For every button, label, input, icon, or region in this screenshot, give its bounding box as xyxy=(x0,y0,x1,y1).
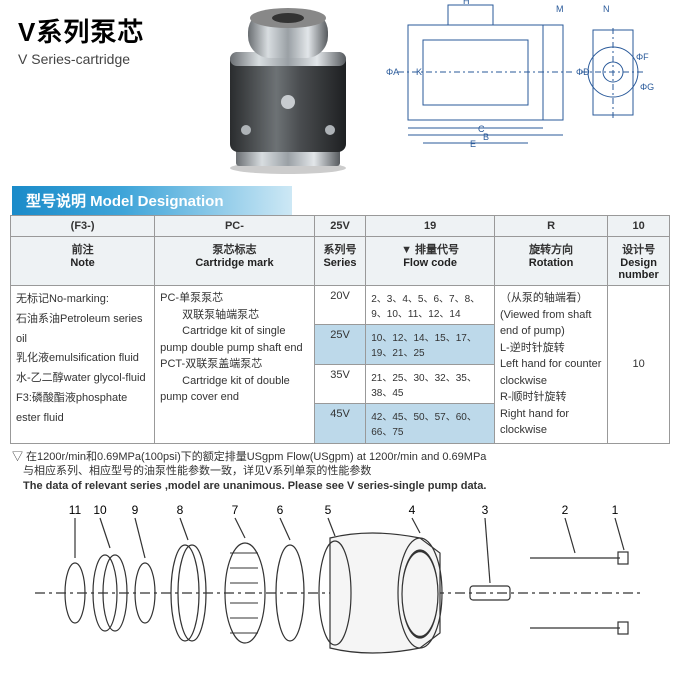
cell-series-0: 20V xyxy=(314,286,365,325)
cell-series-1: 25V xyxy=(314,325,365,364)
svg-text:6: 6 xyxy=(277,503,284,517)
section-banner: 型号说明 Model Designation xyxy=(12,186,292,215)
hdr-note: 前注Note xyxy=(11,237,155,286)
title-block: V系列泵芯 V Series-cartridge xyxy=(0,0,200,67)
cell-flow-3: 42、45、50、57、60、66、75 xyxy=(366,404,495,443)
footnote: ▽ 在1200r/min和0.69MPa(100psi)下的额定排量USgpm … xyxy=(12,450,668,495)
svg-text:8: 8 xyxy=(177,503,184,517)
title-en: V Series-cartridge xyxy=(18,51,200,67)
svg-text:H: H xyxy=(463,0,470,6)
svg-text:7: 7 xyxy=(232,503,239,517)
hdr-f3: (F3-) xyxy=(11,216,155,237)
hdr-25v: 25V xyxy=(314,216,365,237)
cell-design: 10 xyxy=(608,286,670,444)
svg-text:11: 11 xyxy=(69,503,82,517)
svg-text:1: 1 xyxy=(612,503,619,517)
cell-series-2: 35V xyxy=(314,364,365,403)
svg-text:2: 2 xyxy=(562,503,569,517)
hdr-flow: ▼ 排量代号Flow code xyxy=(366,237,495,286)
exploded-view: 11 10 9 8 7 6 5 4 3 2 1 xyxy=(20,498,660,678)
svg-text:ΦD: ΦD xyxy=(576,67,590,77)
footnote-l2: 与相应系列、相应型号的油泵性能参数一致，详见V系列单泵的性能参数 xyxy=(12,464,668,479)
hdr-r: R xyxy=(494,216,607,237)
hdr-mark: 泵芯标志Cartridge mark xyxy=(155,237,315,286)
svg-text:E: E xyxy=(470,139,476,149)
cell-mark: PC-单泵泵芯 双联泵轴端泵芯 Cartridge kit of single … xyxy=(155,286,315,444)
footnote-l1: ▽ 在1200r/min和0.69MPa(100psi)下的额定排量USgpm … xyxy=(12,450,668,465)
footnote-l3: The data of relevant series ,model are u… xyxy=(12,479,668,494)
hdr-series: 系列号Series xyxy=(314,237,365,286)
hdr-rot: 旋转方向Rotation xyxy=(494,237,607,286)
hdr-pc: PC- xyxy=(155,216,315,237)
svg-text:N: N xyxy=(603,4,610,14)
cell-flow-1: 10、12、14、15、17、19、21、25 xyxy=(366,325,495,364)
svg-text:10: 10 xyxy=(93,503,107,517)
cell-rotation: （从泵的轴端看） (Viewed from shaft end of pump)… xyxy=(494,286,607,444)
svg-text:B: B xyxy=(483,132,489,142)
hdr-19: 19 xyxy=(366,216,495,237)
svg-text:K: K xyxy=(416,67,422,77)
cell-flow-2: 21、25、30、32、35、38、45 xyxy=(366,364,495,403)
cell-series-3: 45V xyxy=(314,404,365,443)
svg-text:5: 5 xyxy=(325,503,332,517)
dimension-drawing: H M N ΦA K ΦD ΦF ΦG E C B xyxy=(378,0,658,150)
top-row: V系列泵芯 V Series-cartridge xyxy=(0,0,680,180)
svg-text:ΦG: ΦG xyxy=(640,82,654,92)
svg-text:M: M xyxy=(556,4,564,14)
product-photo xyxy=(208,0,368,180)
svg-text:ΦF: ΦF xyxy=(636,52,649,62)
designation-table: (F3-) PC- 25V 19 R 10 前注Note 泵芯标志Cartrid… xyxy=(10,215,670,444)
svg-text:4: 4 xyxy=(409,503,416,517)
hdr-10: 10 xyxy=(608,216,670,237)
svg-text:ΦA: ΦA xyxy=(386,67,399,77)
cell-flow-0: 2、3、4、5、6、7、8、9、10、11、12、14 xyxy=(366,286,495,325)
svg-text:3: 3 xyxy=(482,503,489,517)
hdr-design: 设计号Design number xyxy=(608,237,670,286)
title-cn: V系列泵芯 xyxy=(18,12,200,49)
svg-text:9: 9 xyxy=(132,503,139,517)
cell-note: 无标记No-marking: 石油系油Petroleum series oil … xyxy=(11,286,155,444)
